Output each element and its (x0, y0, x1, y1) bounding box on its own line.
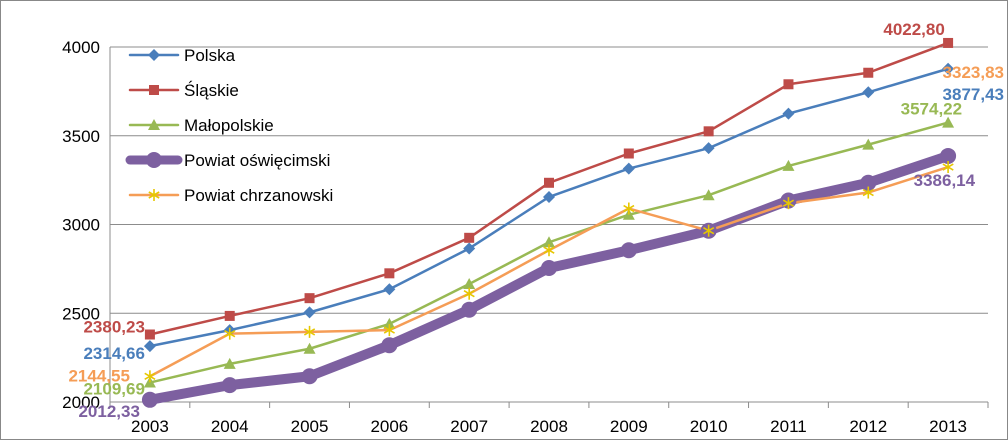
marker-square (863, 67, 874, 78)
marker-triangle (463, 277, 476, 289)
marker-diamond (143, 340, 156, 353)
marker-circle (141, 391, 158, 408)
data-label: 3877,43 (943, 85, 1004, 104)
marker-square (783, 79, 794, 90)
marker-square (304, 293, 315, 304)
marker-square (149, 85, 159, 95)
marker-circle (146, 152, 162, 168)
marker-square (703, 126, 714, 137)
marker-square (623, 148, 634, 159)
legend-label-3: Powiat oświęcimski (184, 151, 330, 170)
marker-diamond (782, 107, 795, 120)
x-tick-label: 2008 (530, 417, 568, 436)
x-tick-label: 2012 (849, 417, 887, 436)
x-tick-label: 2010 (690, 417, 728, 436)
marker-circle (541, 259, 557, 276)
y-tick-label: 3000 (62, 216, 100, 235)
data-label: 2380,23 (83, 318, 144, 337)
marker-triangle (383, 317, 396, 329)
y-tick-label: 2000 (62, 393, 100, 412)
marker-diamond (303, 306, 316, 319)
marker-asterisk (942, 161, 954, 174)
data-label: 3386,14 (914, 171, 976, 190)
marker-asterisk (862, 186, 874, 199)
marker-asterisk (303, 325, 316, 338)
marker-square (224, 310, 235, 321)
x-tick-label: 2006 (370, 417, 408, 436)
x-tick-label: 2007 (450, 417, 488, 436)
marker-asterisk (623, 202, 635, 215)
data-label: 3323,83 (943, 63, 1004, 82)
marker-asterisk (383, 324, 395, 337)
data-label: 2314,66 (83, 344, 144, 363)
x-tick-label: 2009 (610, 417, 648, 436)
marker-asterisk (543, 244, 555, 257)
marker-triangle (862, 138, 875, 150)
marker-diamond (543, 190, 555, 203)
y-tick-label: 3500 (62, 127, 100, 146)
data-label: 2144,55 (68, 366, 129, 385)
marker-circle (940, 147, 957, 164)
marker-triangle (303, 342, 316, 354)
legend-label-4: Powiat chrzanowski (184, 186, 333, 205)
marker-asterisk (703, 224, 715, 237)
marker-asterisk (463, 287, 475, 300)
marker-circle (381, 337, 398, 354)
series-markers (141, 37, 957, 408)
marker-triangle (543, 236, 555, 248)
marker-square (384, 268, 395, 279)
data-label: 4022,80 (883, 20, 944, 39)
marker-diamond (148, 49, 160, 61)
marker-square (144, 329, 155, 340)
marker-diamond (702, 142, 715, 155)
marker-diamond (622, 162, 635, 175)
axes: 2000 2500 3000 3500 4000 2003 2004 2005 2006 2007… (62, 38, 989, 436)
y-tick-label: 4000 (62, 38, 100, 57)
marker-asterisk (782, 197, 795, 210)
marker-triangle (148, 119, 160, 130)
legend-label-0: Polska (184, 46, 236, 65)
marker-asterisk (148, 189, 160, 201)
marker-circle (860, 174, 877, 191)
x-tick-label: 2004 (211, 417, 249, 436)
x-tick-label: 2005 (291, 417, 329, 436)
x-tick-label: 2013 (929, 417, 967, 436)
data-label: 2109,69 (83, 380, 144, 399)
marker-square (943, 37, 954, 48)
legend-label-1: Śląskie (184, 81, 239, 100)
marker-diamond (383, 283, 396, 296)
x-tick-label: 2003 (131, 417, 169, 436)
marker-diamond (862, 86, 875, 99)
marker-square (464, 232, 475, 243)
y-tick-label: 2500 (62, 304, 100, 323)
data-label: 2012,33 (78, 402, 139, 421)
marker-circle (221, 377, 238, 394)
marker-circle (301, 368, 318, 385)
marker-triangle (782, 159, 795, 171)
marker-square (544, 177, 554, 188)
marker-diamond (942, 62, 955, 75)
legend-label-2: Małopolskie (184, 116, 274, 135)
marker-triangle (702, 189, 715, 201)
marker-asterisk (224, 327, 236, 340)
legend: Polska Śląskie Małopolskie Powiat oświęcims… (125, 46, 333, 205)
x-tick-label: 2011 (770, 417, 807, 436)
data-label: 3574,22 (901, 100, 962, 119)
marker-triangle (942, 116, 955, 128)
marker-circle (620, 242, 637, 259)
marker-triangle (223, 357, 236, 369)
marker-circle (461, 301, 478, 318)
marker-asterisk (144, 370, 156, 383)
marker-diamond (463, 242, 476, 255)
